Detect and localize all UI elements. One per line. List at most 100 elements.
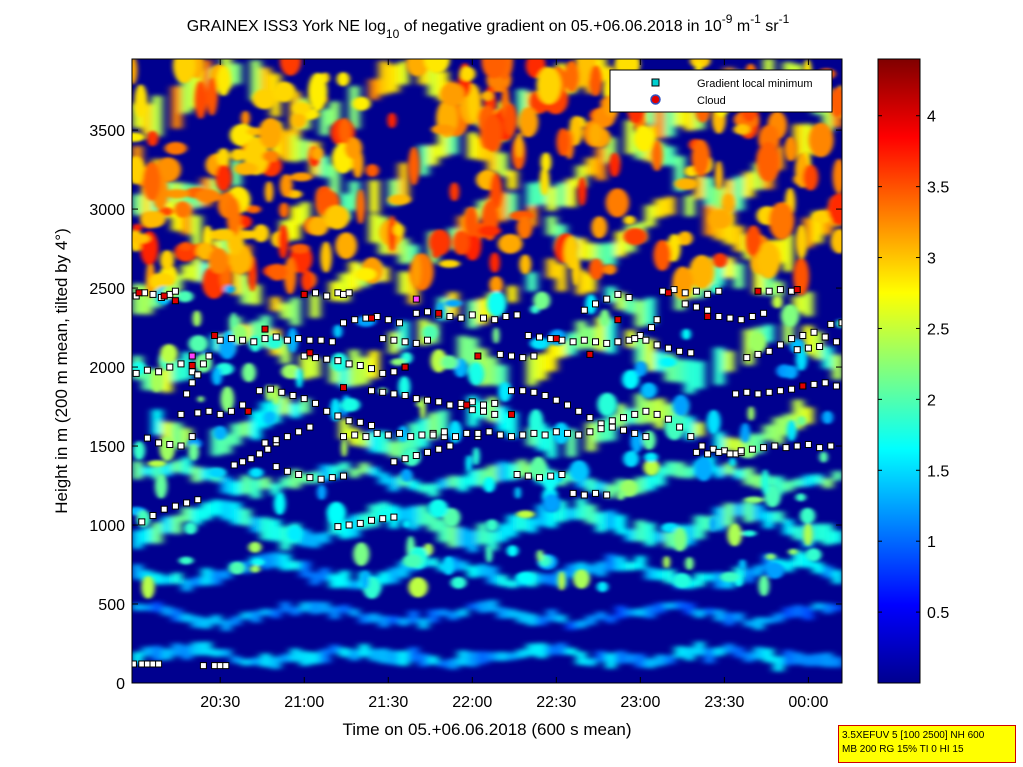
heat-cell (753, 474, 765, 489)
heat-spot (741, 530, 757, 537)
heat-cell (358, 462, 370, 474)
gradient-minimum-marker (832, 338, 840, 346)
gradient-minimum-marker (216, 336, 224, 344)
heat-spot (291, 112, 307, 128)
gradient-minimum-marker (760, 309, 768, 317)
heat-cell (309, 601, 321, 615)
heat-cell (329, 644, 341, 654)
heat-cell (201, 617, 212, 629)
heat-cell (181, 264, 193, 280)
heat-spot (252, 224, 270, 243)
heat-cell (595, 650, 607, 662)
cloud-marker (340, 384, 347, 392)
heat-spot (296, 368, 303, 389)
heat-cell (684, 195, 696, 217)
heat-cell (230, 656, 242, 664)
heat-cell (437, 660, 449, 668)
gradient-minimum-marker (547, 472, 555, 480)
gradient-minimum-marker (289, 392, 297, 399)
heat-cell (812, 602, 824, 610)
heat-spot (536, 66, 562, 105)
heat-spot (317, 484, 327, 500)
heat-spot (828, 193, 842, 225)
heat-cell (723, 350, 735, 372)
heat-cell (477, 468, 488, 487)
heat-cell (467, 603, 479, 610)
heat-spot (756, 241, 781, 279)
gradient-minimum-marker (569, 338, 577, 346)
heat-cell (191, 577, 203, 587)
heat-cell (437, 609, 449, 616)
heat-spot (440, 355, 458, 370)
heat-cell (319, 108, 331, 136)
gradient-minimum-marker (726, 450, 734, 458)
heat-spot (226, 197, 242, 237)
gradient-minimum-marker (283, 433, 291, 441)
gradient-minimum-marker (317, 336, 325, 344)
gradient-minimum-marker (401, 455, 409, 463)
heat-cell (585, 326, 597, 349)
heat-cell (319, 567, 331, 581)
x-axis-label: Time on 05.+06.06.2018 (600 s mean) (342, 720, 631, 739)
gradient-minimum-marker (838, 319, 842, 327)
heat-cell (703, 516, 715, 531)
heat-spot (795, 493, 806, 502)
gradient-minimum-marker (379, 369, 387, 377)
heat-cell (743, 433, 755, 458)
heat-cell (171, 460, 183, 473)
gradient-minimum-marker (149, 290, 157, 298)
heat-cell (664, 602, 676, 610)
heat-cell (319, 532, 331, 544)
heat-cell (595, 611, 607, 620)
gradient-minimum-marker (171, 287, 179, 295)
cloud-marker (435, 309, 443, 317)
heat-cell (437, 519, 449, 543)
heat-cell (802, 475, 814, 487)
gradient-minimum-marker (412, 309, 420, 317)
heat-spot (132, 132, 146, 142)
heat-spot (422, 325, 438, 340)
heat-spot (516, 510, 535, 519)
gradient-minimum-marker (401, 338, 409, 346)
heat-cell (812, 474, 824, 485)
heat-cell (201, 468, 212, 480)
gradient-minimum-marker (704, 306, 712, 314)
heat-cell (270, 483, 281, 496)
gradient-minimum-marker (384, 316, 392, 324)
heat-spot (740, 422, 751, 443)
heat-cell (141, 285, 153, 315)
heat-spot (714, 160, 723, 191)
heat-spot (290, 172, 313, 182)
heat-spot (536, 549, 544, 562)
heat-spot (353, 542, 370, 567)
heat-cell (151, 645, 163, 661)
colorbar-tick-label: 2.5 (927, 321, 949, 338)
heat-cell (339, 570, 350, 588)
gradient-minimum-marker (356, 362, 364, 369)
heat-cell (339, 519, 350, 539)
heat-cell (536, 504, 548, 527)
heat-cell (250, 610, 262, 623)
heat-cell (526, 613, 538, 626)
gradient-minimum-marker (530, 429, 538, 437)
heat-spot (308, 216, 329, 236)
heat-cell (496, 152, 508, 177)
heat-spot (216, 148, 231, 167)
heat-spot (616, 490, 626, 501)
heat-cell (822, 523, 834, 546)
heat-cell (763, 554, 774, 571)
gradient-minimum-marker (519, 354, 527, 362)
cloud-marker (586, 350, 594, 358)
heat-cell (477, 136, 488, 161)
y-tick-label: 1500 (89, 439, 125, 456)
heat-cell (536, 181, 548, 205)
heat-spot (623, 215, 636, 225)
heat-cell (773, 417, 784, 445)
heat-spot (591, 216, 608, 239)
heat-spot (540, 152, 552, 172)
heat-spot (483, 476, 496, 493)
gradient-minimum-marker (496, 350, 504, 358)
heat-cell (694, 573, 705, 587)
cloud-marker (368, 314, 375, 322)
gradient-minimum-marker (788, 385, 796, 393)
